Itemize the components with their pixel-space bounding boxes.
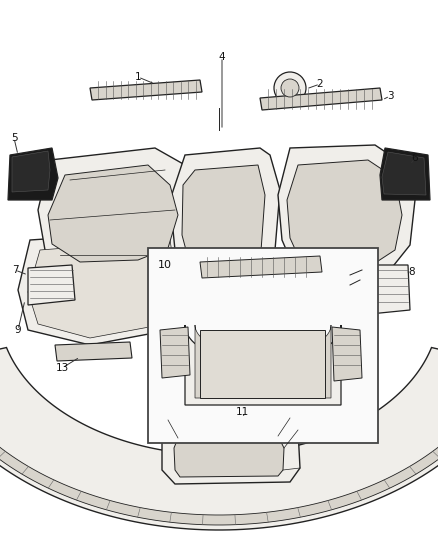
Polygon shape [200,330,325,398]
Text: 10: 10 [158,260,172,270]
Polygon shape [0,348,438,530]
Text: 8: 8 [409,267,415,277]
Polygon shape [332,327,362,381]
Text: 7: 7 [12,265,18,275]
Polygon shape [185,325,341,405]
Polygon shape [90,80,202,100]
Polygon shape [48,165,178,262]
Polygon shape [278,145,415,278]
Text: 13: 13 [55,363,69,373]
Polygon shape [200,256,322,278]
Polygon shape [160,327,190,378]
Polygon shape [182,165,265,270]
Text: 3: 3 [387,91,393,101]
Polygon shape [195,325,331,398]
Polygon shape [358,265,410,315]
Polygon shape [260,88,382,110]
Text: 11: 11 [235,407,249,417]
FancyBboxPatch shape [148,248,378,443]
Polygon shape [162,418,300,484]
Text: 6: 6 [412,153,418,163]
Polygon shape [12,151,50,192]
Circle shape [274,72,306,104]
Polygon shape [0,380,438,525]
Polygon shape [287,160,402,268]
Circle shape [281,79,299,97]
Polygon shape [18,230,188,345]
Text: 1: 1 [135,72,141,82]
Polygon shape [8,148,58,200]
Polygon shape [55,342,132,361]
Polygon shape [170,148,280,285]
Text: 5: 5 [11,133,18,143]
Polygon shape [380,148,430,200]
Text: 2: 2 [317,79,323,89]
Text: 9: 9 [15,325,21,335]
Polygon shape [382,152,426,195]
Text: 4: 4 [219,52,225,62]
Polygon shape [28,265,75,305]
Polygon shape [174,436,284,477]
Polygon shape [28,240,178,338]
Polygon shape [38,148,200,270]
